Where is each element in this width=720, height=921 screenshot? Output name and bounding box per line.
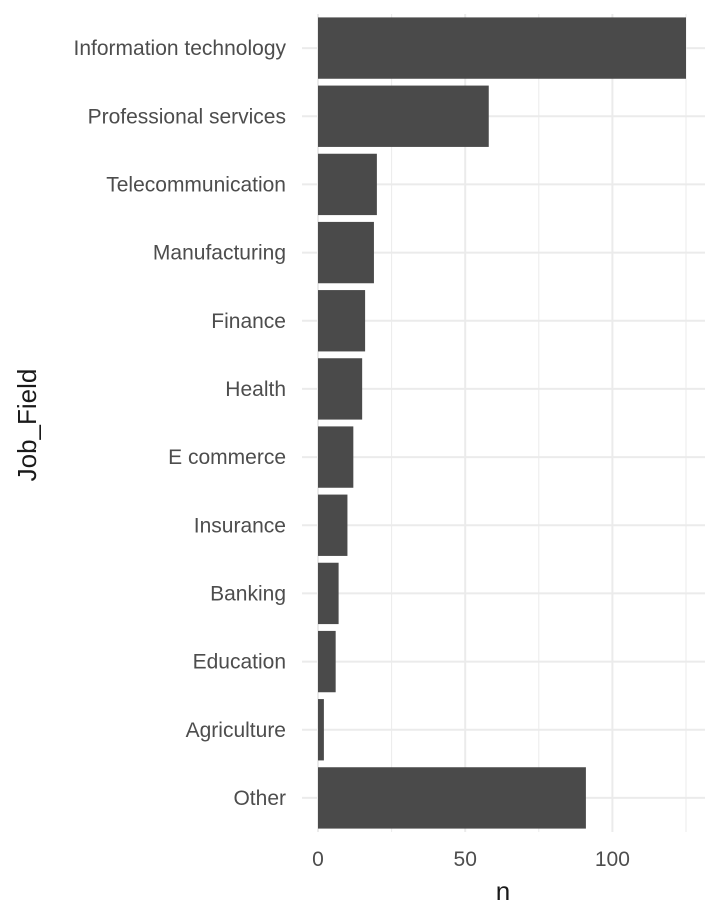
y-tick-label: Insurance xyxy=(194,514,286,537)
y-tick-label: Education xyxy=(193,651,286,674)
bar xyxy=(318,562,339,625)
y-tick-labels: Information technology Professional servi… xyxy=(74,37,287,810)
y-tick-label: Banking xyxy=(210,582,286,605)
y-tick-label: Professional services xyxy=(88,105,286,128)
y-tick-label: Information technology xyxy=(74,37,287,60)
x-tick-labels: 0 50 100 xyxy=(312,848,630,871)
y-tick-label: Telecommunication xyxy=(106,173,286,196)
bar xyxy=(318,221,374,284)
x-tick-label: 0 xyxy=(312,848,324,871)
y-tick-label: Agriculture xyxy=(186,719,286,742)
x-axis-title: n xyxy=(496,876,510,906)
bar xyxy=(318,290,366,352)
bar xyxy=(318,767,586,829)
y-tick-label: Health xyxy=(225,378,286,401)
bar xyxy=(318,630,336,693)
x-gridlines xyxy=(317,14,687,832)
bar xyxy=(318,494,348,556)
bars xyxy=(318,17,686,829)
y-tick-label: Other xyxy=(233,787,286,810)
y-tick-label: Finance xyxy=(211,310,286,333)
bar xyxy=(318,699,324,761)
x-tick-label: 100 xyxy=(595,848,630,871)
bar xyxy=(318,358,363,420)
bar xyxy=(318,85,489,147)
y-axis-title: Job_Field xyxy=(12,369,42,482)
bar xyxy=(318,153,377,216)
y-tick-label: E commerce xyxy=(168,446,286,469)
bar xyxy=(318,17,686,79)
bar xyxy=(318,426,354,488)
x-tick-label: 50 xyxy=(454,848,477,871)
y-tick-label: Manufacturing xyxy=(153,242,286,265)
